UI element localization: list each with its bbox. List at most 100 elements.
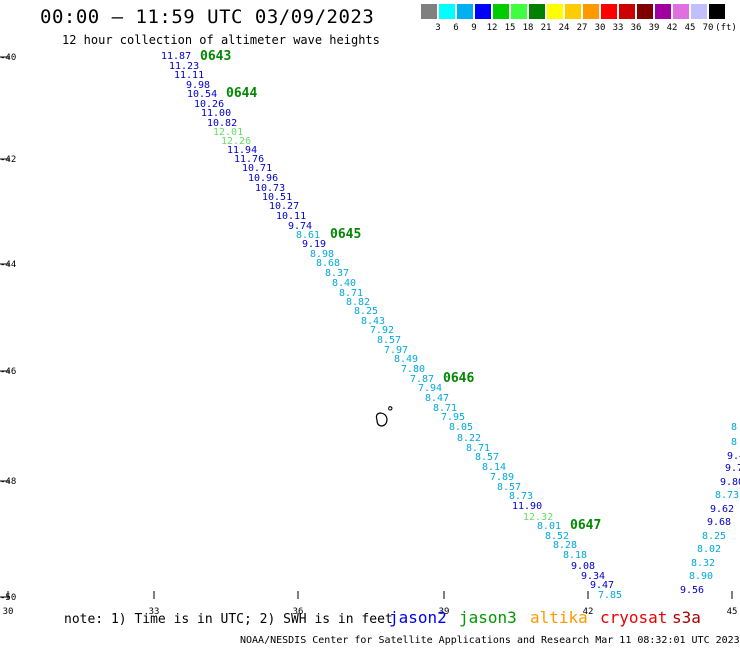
- legend-swatch: [439, 4, 455, 19]
- wave-height-label: 7.94: [418, 383, 442, 394]
- wave-height-label: 8.40: [332, 278, 356, 289]
- x-tick-label: 42: [583, 607, 594, 617]
- wave-height-label: 7.87: [410, 374, 434, 385]
- map-title: 00:00 – 11:59 UTC 03/09/2023: [40, 6, 375, 28]
- legend-swatch: [529, 4, 545, 19]
- wave-height-label: 7.85: [598, 590, 622, 601]
- legend-label: 24: [558, 23, 570, 33]
- legend-label: 21: [540, 23, 552, 33]
- wave-height-label: 9.56: [680, 585, 704, 596]
- wave-height-label: 9.19: [302, 239, 326, 250]
- wave-height-label: 11.94: [227, 145, 257, 156]
- wave-height-label: 8.57: [377, 335, 401, 346]
- legend-swatch: [709, 4, 725, 19]
- time-label: 0646: [443, 371, 474, 386]
- wave-height-label: 9.34: [581, 571, 605, 582]
- wave-height-label: 8.90: [689, 571, 713, 582]
- wave-height-label: 8.61: [296, 230, 320, 241]
- wave-height-label: 8.25: [702, 531, 726, 542]
- legend-label: 30: [594, 23, 606, 33]
- x-tick-label: 39: [439, 607, 450, 617]
- wave-height-label: 8.37: [325, 268, 349, 279]
- wave-height-label: 10.11: [276, 211, 306, 222]
- wave-height-label: 8.43: [361, 316, 385, 327]
- wave-height-label: 11.90: [512, 501, 542, 512]
- wave-height-label: 8.71: [433, 403, 457, 414]
- legend-swatch: [637, 4, 653, 19]
- satellite-name: jason2: [389, 608, 447, 627]
- legend-label: 18: [522, 23, 534, 33]
- legend-swatch: [457, 4, 473, 19]
- wave-height-label: 8.73: [509, 491, 533, 502]
- wave-height-label: 10.82: [207, 118, 237, 129]
- wave-height-label: 8.68: [316, 258, 340, 269]
- wave-height-label: 10.73: [255, 183, 285, 194]
- y-tick-label: -50: [0, 593, 16, 603]
- wave-height-label: 8.18: [563, 550, 587, 561]
- wave-height-label: 8.57: [497, 482, 521, 493]
- legend-label: 42: [666, 23, 678, 33]
- wave-height-label: 8.71: [339, 288, 363, 299]
- legend-label: 3: [435, 23, 441, 33]
- legend-label: 70: [702, 23, 714, 33]
- y-tick-label: -48: [0, 477, 16, 487]
- wave-height-label: 8.71: [466, 443, 490, 454]
- wave-height-label: 7.80: [401, 364, 425, 375]
- wave-height-label: 12.26: [221, 136, 251, 147]
- wave-height-label: 7.89: [490, 472, 514, 483]
- legend-label: (ft): [715, 23, 737, 33]
- wave-height-label: 8.28: [553, 540, 577, 551]
- x-tick-label: 30: [3, 607, 14, 617]
- wave-height-label: 8.25: [354, 306, 378, 317]
- time-label: 0644: [226, 86, 257, 101]
- wave-height-label: 10.27: [269, 201, 299, 212]
- wave-height-label: 7.92: [370, 325, 394, 336]
- wave-height-label: 10.26: [194, 99, 224, 110]
- wave-height-label: 8.49: [394, 354, 418, 365]
- legend-swatch: [475, 4, 491, 19]
- legend-swatch: [511, 4, 527, 19]
- wave-height-label: 11.11: [174, 70, 204, 81]
- wave-height-label: 10.71: [242, 163, 272, 174]
- legend-label: 15: [504, 23, 516, 33]
- wave-height-label: 9.7: [725, 463, 740, 474]
- legend-label: 12: [486, 23, 498, 33]
- wave-height-label: 12.01: [213, 127, 243, 138]
- wave-height-label: 8.47: [425, 393, 449, 404]
- wave-height-label: 9.74: [288, 221, 312, 232]
- wave-height-label: 8.52: [545, 531, 569, 542]
- legend-swatch: [691, 4, 707, 19]
- legend-swatch: [565, 4, 581, 19]
- legend-swatch: [583, 4, 599, 19]
- legend-swatch: [601, 4, 617, 19]
- wave-height-label: 10.54: [187, 89, 217, 100]
- wave-height-label: 11.23: [169, 61, 199, 72]
- note-text: note: 1) Time is in UTC; 2) SWH is in fe…: [64, 612, 393, 627]
- wave-height-label: 8: [731, 422, 737, 433]
- island-outline: [375, 406, 393, 427]
- wave-height-label: 10.96: [248, 173, 278, 184]
- wave-height-label: 8.05: [449, 422, 473, 433]
- satellite-name: cryosat: [600, 608, 668, 627]
- wave-height-label: 9.08: [571, 561, 595, 572]
- legend-swatch: [547, 4, 563, 19]
- map-axes: 30 33 36 39 42 45 -40 -42 -44 -46 -48 -50: [0, 53, 737, 617]
- wave-height-label: 7.97: [384, 345, 408, 356]
- x-tick-label: 36: [293, 607, 304, 617]
- wave-height-label: 11.76: [234, 154, 264, 165]
- x-tick-label: 33: [149, 607, 160, 617]
- wave-height-label: 7.95: [441, 412, 465, 423]
- wave-height-label: 8.57: [475, 452, 499, 463]
- wave-height-label: 9.80: [720, 477, 740, 488]
- y-tick-label: -40: [0, 53, 16, 63]
- wave-height-label: 10.51: [262, 192, 292, 203]
- wave-height-label: 9.98: [186, 80, 210, 91]
- wave-height-label: 12.32: [523, 512, 553, 523]
- time-label: 0643: [200, 49, 231, 64]
- wave-height-label: 8.14: [482, 462, 506, 473]
- y-tick-label: -42: [0, 155, 16, 165]
- y-tick-label: -46: [0, 367, 16, 377]
- wave-height-label: 11.00: [201, 108, 231, 119]
- wave-height-label: 8.82: [346, 297, 370, 308]
- wave-height-label: 9.47: [590, 580, 614, 591]
